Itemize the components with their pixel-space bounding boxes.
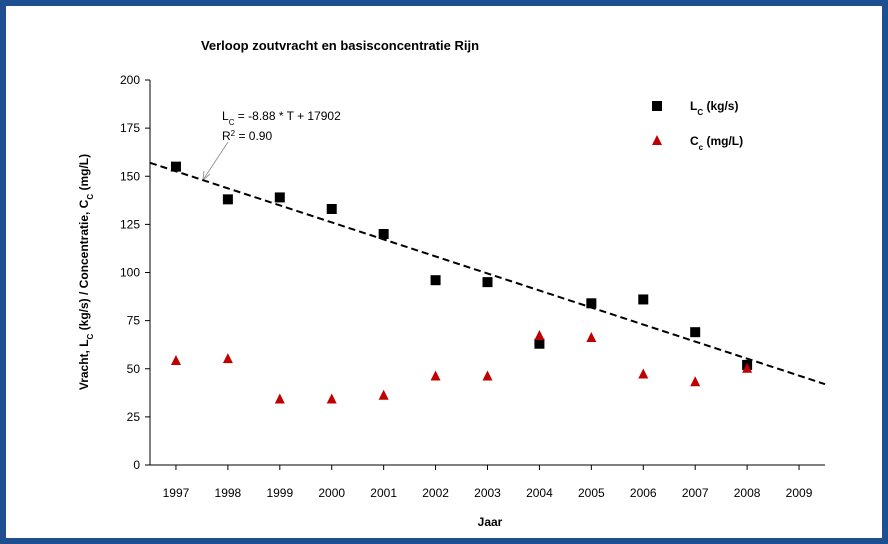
marker-triangle (170, 355, 181, 366)
x-tick-label: 2009 (786, 486, 813, 500)
x-tick-label: 2007 (682, 486, 709, 500)
marker-triangle (742, 362, 753, 373)
x-axis-label: Jaar (478, 515, 503, 529)
y-tick-label: 150 (120, 169, 140, 183)
text-part: (mg/L) (703, 134, 743, 148)
y-tick-label: 125 (120, 217, 140, 231)
text-part: C (690, 134, 699, 148)
marker-triangle (222, 353, 233, 364)
legend-marker (652, 135, 662, 145)
y-tick-label: 0 (133, 458, 140, 472)
text-part: (kg/s) / Concentratie, C (77, 199, 91, 333)
marker-square (534, 338, 545, 349)
marker-triangle (586, 331, 597, 342)
marker-square (586, 298, 597, 309)
legend-marker (652, 101, 662, 111)
x-tick-label: 2006 (630, 486, 657, 500)
marker-triangle (430, 370, 441, 381)
marker-square (482, 277, 493, 288)
subscript: C (86, 333, 95, 339)
marker-square (326, 203, 337, 214)
y-tick-label: 200 (120, 73, 140, 87)
x-tick-label: 2004 (526, 486, 553, 500)
marker-square (638, 294, 649, 305)
marker-square (690, 327, 701, 338)
annotation-arrowhead (202, 170, 211, 181)
subscript: C (86, 194, 95, 200)
marker-triangle (378, 389, 389, 400)
subscript: C (697, 108, 703, 117)
x-tick-label: 1997 (163, 486, 190, 500)
x-tick-label: 2000 (318, 486, 345, 500)
text-part: Vracht, L (77, 339, 91, 390)
x-tick-label: 2003 (474, 486, 501, 500)
x-tick-label: 1999 (266, 486, 293, 500)
annotation: R2 = 0.90 (222, 129, 272, 144)
x-tick-label: 1998 (215, 486, 242, 500)
marker-triangle (690, 376, 701, 387)
marker-triangle (534, 330, 545, 341)
text-part: (mg/L) (77, 154, 91, 194)
annotation: LC = -8.88 * T + 17902 (222, 109, 341, 127)
x-tick-label: 2008 (734, 486, 761, 500)
x-tick-label: 2002 (422, 486, 449, 500)
y-tick-label: 75 (127, 314, 141, 328)
y-axis-label: Vracht, LC (kg/s) / Concentratie, CC (mg… (77, 154, 95, 390)
text-part: L (222, 109, 229, 123)
x-tick-label: 2005 (578, 486, 605, 500)
x-tick-label: 2001 (370, 486, 397, 500)
text-part: = 0.90 (235, 129, 272, 143)
legend-label: Cc (mg/L) (690, 134, 743, 152)
trendline (149, 161, 826, 386)
y-tick-label: 100 (120, 266, 140, 280)
marker-square (378, 229, 389, 239)
marker-square (274, 192, 285, 203)
marker-square (430, 275, 441, 286)
marker-triangle (274, 393, 285, 404)
y-tick-label: 50 (127, 362, 141, 376)
chart-title: Verloop zoutvracht en basisconcentratie … (201, 38, 479, 53)
y-tick-label: 175 (120, 121, 140, 135)
subscript: C (229, 118, 235, 127)
text-part: (kg/s) (703, 99, 738, 113)
marker-square (222, 194, 233, 205)
marker-square (170, 161, 181, 172)
supscript: 2 (231, 129, 236, 138)
text-part: L (690, 99, 697, 113)
legend-label: LC (kg/s) (690, 99, 738, 117)
marker-triangle (638, 368, 649, 379)
marker-triangle (482, 370, 493, 381)
subscript: c (699, 143, 704, 152)
y-tick-label: 25 (127, 410, 141, 424)
marker-triangle (326, 393, 337, 404)
annotation-arrow (202, 141, 229, 181)
text-part: R (222, 129, 231, 143)
text-part: = -8.88 * T + 17902 (234, 109, 341, 123)
